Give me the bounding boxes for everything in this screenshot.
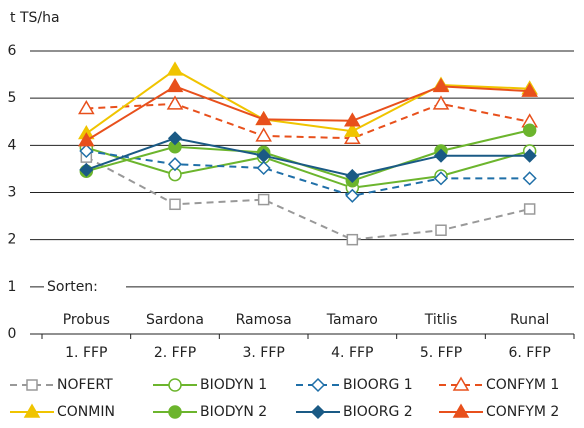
- legend-label: CONFYM 2: [486, 404, 559, 420]
- marker: [169, 198, 181, 211]
- marker: [255, 127, 272, 142]
- annotation-bg: [44, 277, 126, 296]
- series: [78, 61, 538, 140]
- marker: [166, 95, 184, 110]
- marker: [79, 143, 94, 159]
- legend-label: BIOORG 2: [343, 404, 413, 420]
- y-tick-label: 5: [8, 90, 17, 106]
- y-tick-label: 3: [8, 185, 17, 201]
- series-line: [85, 68, 530, 135]
- legend-marker: [26, 379, 38, 391]
- y-tick-label: 4: [8, 137, 17, 153]
- x-sublabel: 1. FFP: [65, 345, 107, 361]
- series-line: [85, 156, 530, 241]
- series: [79, 143, 537, 203]
- y-tick-label: 6: [8, 43, 17, 59]
- legend-marker: [168, 378, 182, 392]
- legend-marker: [310, 377, 326, 393]
- marker: [79, 162, 94, 177]
- y-axis-label: t TS/ha: [10, 10, 60, 26]
- series-line: [86, 150, 530, 197]
- marker: [432, 77, 450, 93]
- legend-label: BIODYN 2: [200, 404, 267, 420]
- series-line: [86, 102, 530, 140]
- x-tick-label: Probus: [63, 312, 110, 328]
- marker: [521, 82, 538, 97]
- x-sublabel: 4. FFP: [331, 345, 373, 361]
- marker: [345, 188, 360, 203]
- marker: [522, 171, 537, 186]
- x-sublabel: 3. FFP: [242, 345, 284, 361]
- y-tick-label: 2: [8, 232, 17, 248]
- series-line: [85, 85, 530, 142]
- series-line: [85, 137, 530, 178]
- legend-marker: [452, 376, 470, 391]
- legend-marker: [23, 403, 41, 418]
- marker: [435, 224, 447, 236]
- series: [79, 140, 537, 195]
- legend-label: NOFERT: [57, 377, 113, 393]
- legend-marker: [168, 405, 182, 419]
- x-sublabel: 5. FFP: [420, 345, 462, 361]
- marker: [256, 148, 271, 163]
- x-tick-label: Ramosa: [236, 312, 292, 328]
- x-tick-label: Sardona: [146, 312, 204, 328]
- marker: [432, 95, 450, 110]
- x-sublabel: 6. FFP: [508, 345, 550, 361]
- legend-marker: [452, 403, 470, 418]
- x-sublabel: 2. FFP: [154, 345, 196, 361]
- legend-marker: [310, 404, 326, 420]
- marker: [522, 148, 537, 163]
- marker: [257, 193, 270, 206]
- marker: [166, 61, 184, 76]
- x-tick-label: Titlis: [424, 312, 458, 328]
- y-tick-label: 0: [8, 326, 17, 342]
- series: [78, 95, 538, 145]
- marker: [522, 123, 537, 137]
- marker: [166, 77, 184, 93]
- marker: [433, 171, 449, 186]
- marker: [256, 160, 271, 176]
- marker: [346, 233, 359, 246]
- marker: [433, 148, 449, 163]
- series-line: [86, 146, 530, 189]
- legend-label: CONFYM 1: [486, 377, 559, 393]
- marker: [255, 110, 272, 126]
- marker: [523, 203, 536, 215]
- marker: [345, 168, 360, 184]
- x-tick-label: Tamaro: [326, 312, 378, 328]
- annotation: Sorten:: [47, 279, 98, 295]
- legend-label: BIOORG 1: [343, 377, 413, 393]
- marker: [344, 122, 361, 137]
- legend-label: CONMIN: [57, 404, 115, 420]
- legend-label: BIODYN 1: [200, 377, 267, 393]
- marker: [167, 131, 183, 146]
- marker: [344, 129, 361, 145]
- marker: [344, 112, 361, 127]
- y-tick-label: 1: [8, 279, 17, 295]
- series: [78, 77, 538, 147]
- marker: [78, 100, 95, 115]
- marker: [167, 157, 183, 172]
- marker: [78, 132, 95, 147]
- series: [79, 131, 537, 184]
- x-tick-label: Runal: [510, 312, 549, 328]
